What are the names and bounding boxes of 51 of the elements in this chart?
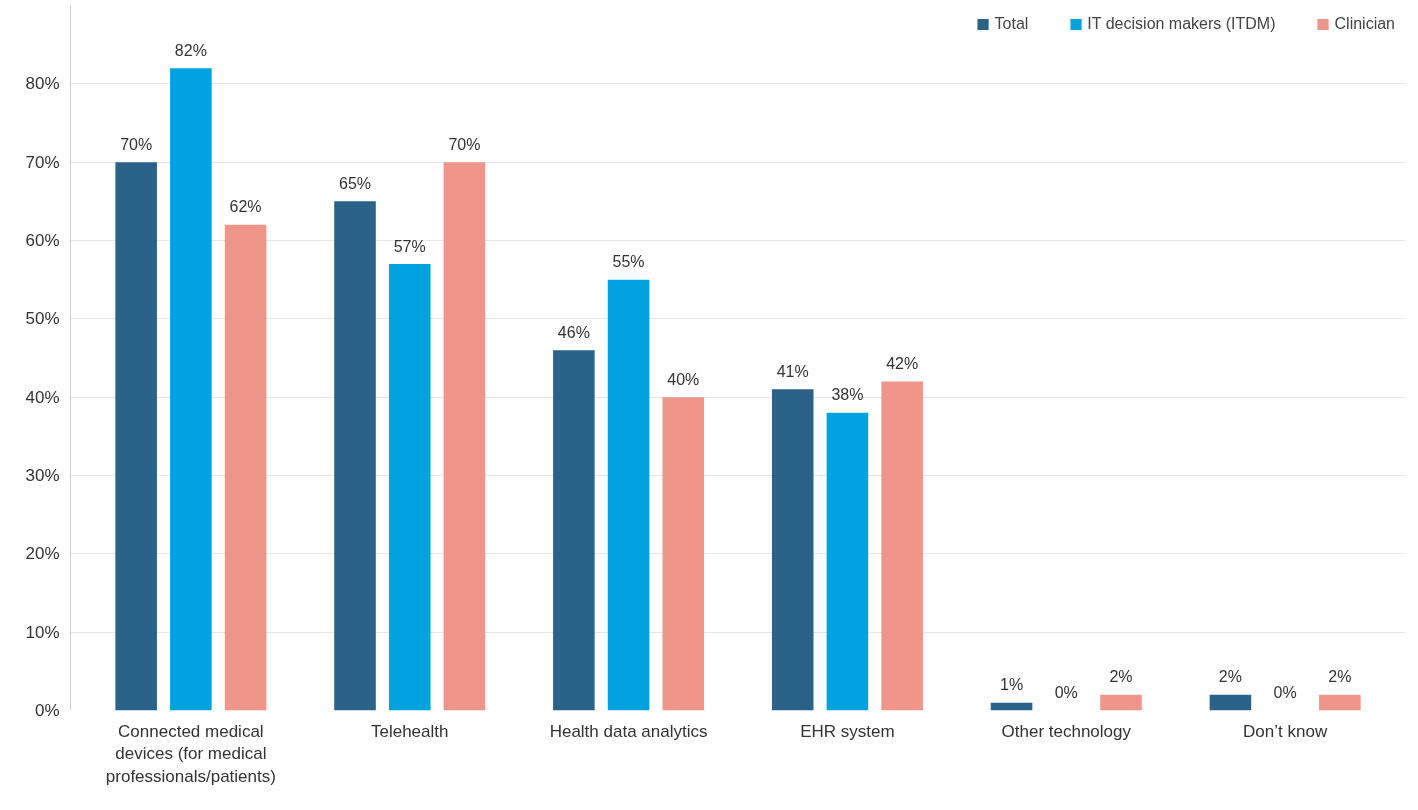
data-label: 65% [339,174,372,192]
y-tick-label: 80% [25,74,60,94]
data-label: 0% [1273,684,1297,702]
bar [826,412,869,711]
data-label: 70% [120,135,153,153]
data-label: 82% [174,41,207,59]
data-label: 38% [831,386,864,404]
data-label: 62% [229,198,262,216]
bar [170,68,212,711]
y-tick-label: 20% [25,544,60,564]
bar [1319,694,1361,711]
bar [224,224,267,711]
x-tick-label: Connected medical devices (for medical professionals/patients) [105,721,276,787]
data-label: 70% [448,135,481,153]
bar [388,264,431,711]
data-label: 0% [1054,684,1078,702]
x-tick-label: Don’t know [1243,721,1328,741]
bar [443,162,486,711]
bar [334,201,376,711]
legend-label: IT decision makers (ITDM) [1087,15,1276,33]
data-label: 42% [886,355,919,373]
bar [115,162,157,711]
data-label: 1% [1000,676,1024,694]
data-label: 46% [557,323,590,341]
y-tick-label: 30% [25,466,60,485]
bar [771,389,814,711]
bar [553,350,595,711]
y-tick-label: 0% [34,701,60,720]
legend-label: Total [994,15,1029,33]
y-tick-label: 50% [25,309,60,329]
y-tick-label: 10% [25,622,60,642]
bar [1209,694,1252,711]
y-tick-label: 70% [25,152,60,172]
data-label: 2% [1218,668,1242,686]
data-label: 2% [1328,668,1352,686]
bar [607,279,650,711]
data-label: 57% [393,237,426,255]
bar [1100,694,1142,711]
data-label: 55% [612,253,645,271]
x-tick-label: Telehealth [370,721,449,741]
y-tick-label: 40% [25,387,60,407]
data-label: 40% [667,370,700,388]
data-label: 2% [1109,668,1133,686]
legend-label: Clinician [1334,15,1395,33]
x-tick-label: Health data analytics [549,721,708,741]
x-tick-label: EHR system [800,721,895,741]
bar [881,381,923,711]
data-label: 41% [776,362,809,380]
x-tick-label: Other technology [1001,721,1132,741]
bar [662,397,705,711]
y-tick-label: 60% [25,231,60,250]
